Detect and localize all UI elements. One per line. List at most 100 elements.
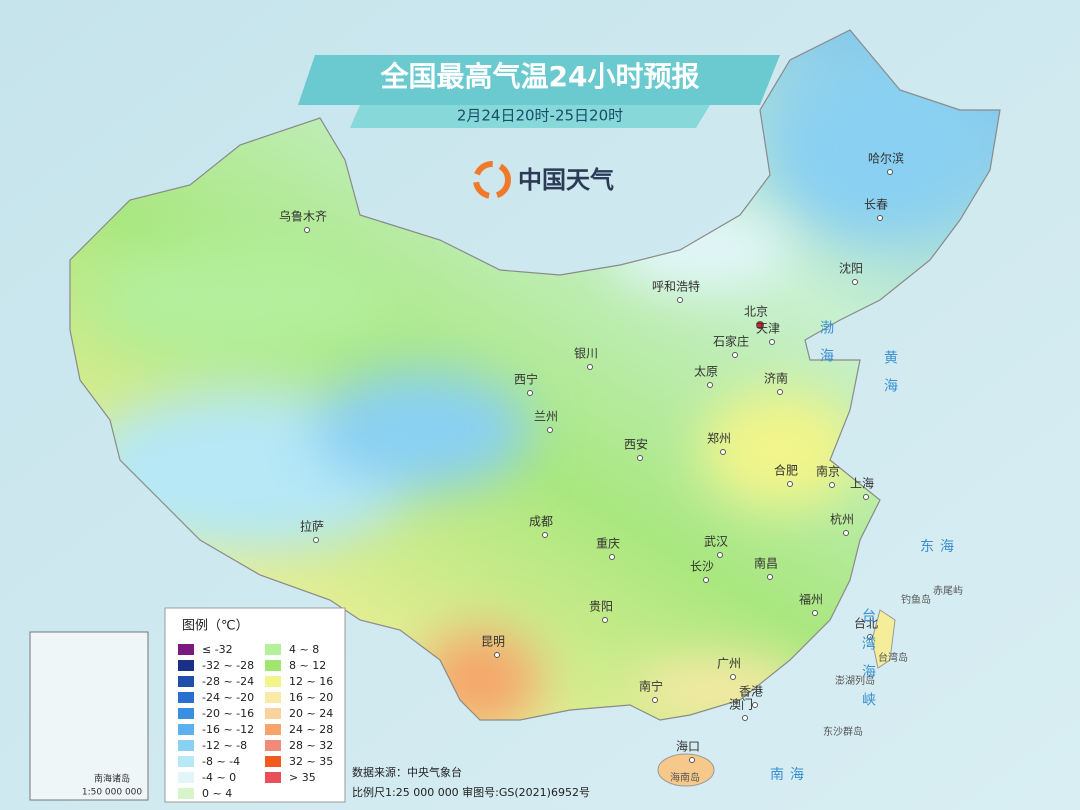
city-dot (707, 382, 713, 388)
city-dot (812, 610, 818, 616)
city-dot (867, 634, 873, 640)
legend-label: 24 ~ 28 (289, 723, 333, 736)
legend-swatch (265, 692, 281, 703)
legend-swatch (265, 676, 281, 687)
city-label: 重庆 (596, 537, 620, 551)
city-label: 上海 (850, 476, 874, 491)
city-label: 西安 (624, 437, 648, 452)
city-label: 哈尔滨 (868, 151, 904, 166)
legend-label: 8 ~ 12 (289, 659, 326, 672)
sea-label: 黄海 (882, 349, 898, 406)
city-dot (769, 339, 775, 345)
legend-label: -28 ~ -24 (202, 675, 254, 688)
island-label: 台湾岛 (878, 651, 908, 664)
city-dot (602, 617, 608, 623)
inset-scale: 1:50 000 000 (82, 788, 143, 798)
city-dot (752, 702, 758, 708)
city-dot (677, 297, 683, 303)
legend-swatch (178, 756, 194, 767)
city-label: 长春 (864, 198, 888, 212)
legend-label: -4 ~ 0 (202, 771, 236, 784)
legend-label: 0 ~ 4 (202, 787, 232, 800)
sea-label: 东海 (920, 539, 960, 555)
city-dot (717, 552, 723, 558)
city-label: 郑州 (707, 431, 731, 446)
sea-label: 南海 (770, 767, 810, 783)
city-dot (587, 364, 593, 370)
city-dot (527, 390, 533, 396)
legend-label: -20 ~ -16 (202, 707, 254, 720)
city-label: 成都 (529, 515, 553, 529)
city-dot (689, 757, 695, 763)
island-label: 澎湖列岛 (835, 674, 875, 687)
city-dot (742, 715, 748, 721)
city-label: 台北 (854, 616, 878, 631)
logo: 中国天气 (518, 166, 614, 194)
sea-label: 台湾海峡 (860, 608, 876, 720)
city-label: 广州 (717, 657, 741, 671)
legend-box (164, 607, 346, 803)
city-label: 拉萨 (300, 519, 324, 534)
city-dot (547, 427, 553, 433)
city-dot (756, 321, 764, 329)
legend-swatch (178, 676, 194, 687)
legend-swatch (265, 740, 281, 751)
city-dot (703, 577, 709, 583)
legend-label: 32 ~ 35 (289, 755, 333, 768)
city-dot (852, 279, 858, 285)
city-label: 南昌 (754, 556, 778, 571)
legend-label: 16 ~ 20 (289, 691, 333, 704)
city-label: 兰州 (534, 410, 558, 424)
city-dot (730, 674, 736, 680)
city-label: 天津 (756, 322, 780, 336)
city-label: 西宁 (514, 372, 538, 387)
city-label: 呼和浩特 (652, 279, 700, 294)
legend-label: -8 ~ -4 (202, 755, 240, 768)
city-label: 贵阳 (589, 600, 613, 614)
subtitle-banner (350, 105, 710, 128)
city-label: 澳门 (729, 697, 753, 712)
legend-title: 图例（℃） (182, 619, 249, 634)
source: 数据来源：中央气象台 (352, 765, 462, 779)
city-label: 杭州 (830, 512, 854, 527)
legend-label: 4 ~ 8 (289, 643, 319, 656)
legend-swatch (265, 724, 281, 735)
legend-label: -32 ~ -28 (202, 659, 254, 672)
city-dot (720, 449, 726, 455)
city-dot (732, 352, 738, 358)
city-label: 福州 (799, 592, 823, 607)
legend-label: -24 ~ -20 (202, 691, 254, 704)
city-dot (843, 530, 849, 536)
legend-swatch (178, 708, 194, 719)
city-label: 南京 (816, 464, 840, 479)
legend-swatch (265, 708, 281, 719)
legend-swatch (265, 772, 281, 783)
city-label: 海口 (676, 739, 700, 754)
legend-label: > 35 (289, 771, 316, 784)
city-label: 南宁 (639, 679, 663, 694)
city-dot (887, 169, 893, 175)
logo-icon (473, 161, 511, 199)
city-label: 乌鲁木齐 (279, 209, 327, 224)
island-label: 钓鱼岛 (901, 593, 931, 606)
legend-swatch (178, 724, 194, 735)
taiwan (871, 609, 896, 669)
hainan (657, 753, 715, 787)
city-dot (863, 494, 869, 500)
city-dot (304, 227, 310, 233)
city-dot (777, 389, 783, 395)
city-dot (787, 481, 793, 487)
title-banner (298, 55, 780, 105)
legend-label: -12 ~ -8 (202, 739, 247, 752)
city-dot (313, 537, 319, 543)
legend-swatch (265, 756, 281, 767)
legend-label: 12 ~ 16 (289, 675, 333, 688)
legend-swatch (265, 660, 281, 671)
island-label: 东沙群岛 (823, 725, 863, 738)
city-dot (494, 652, 500, 658)
city-dot (652, 697, 658, 703)
inset-box (29, 631, 149, 801)
city-dot (877, 215, 883, 221)
legend-swatch (178, 740, 194, 751)
